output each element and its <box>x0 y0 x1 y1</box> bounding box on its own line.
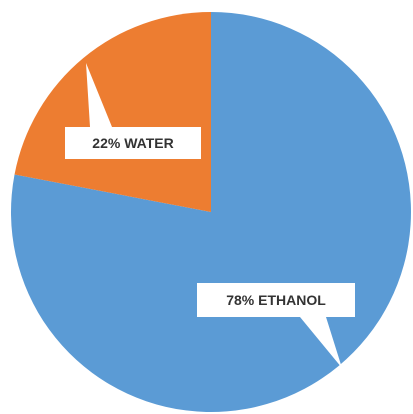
callout-box <box>197 283 355 368</box>
callout-ethanol: 78% ETHANOL <box>197 283 355 368</box>
data-label-water: 22% WATER <box>92 135 173 151</box>
data-label-ethanol: 78% ETHANOL <box>226 292 326 308</box>
callout-water: 22% WATER <box>65 63 201 159</box>
data-callouts: 78% ETHANOL 22% WATER <box>65 63 355 368</box>
pie-slices <box>10 11 411 412</box>
callout-box <box>65 63 201 159</box>
pie-slice-water <box>14 11 212 212</box>
